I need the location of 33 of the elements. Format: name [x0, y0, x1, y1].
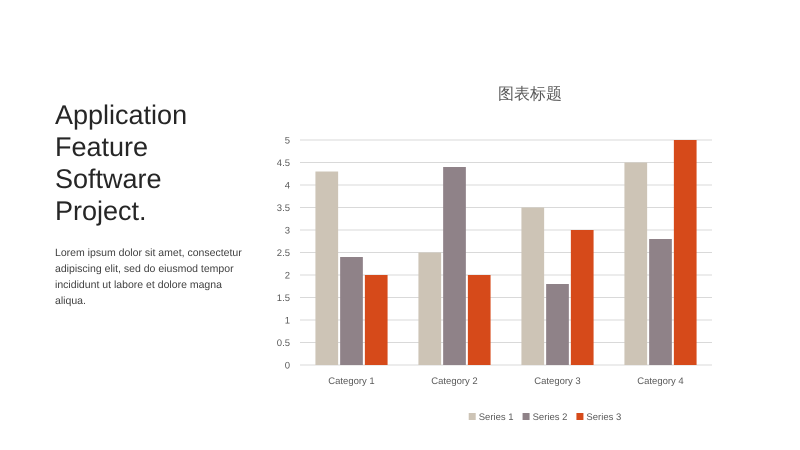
legend-label: Series 3 [586, 412, 622, 423]
y-tick-label: 0 [284, 360, 290, 372]
y-tick-label: 3.5 [276, 203, 290, 214]
y-tick-label: 3 [284, 226, 290, 236]
bar [364, 275, 388, 365]
bar [340, 257, 363, 365]
bar [649, 239, 672, 365]
legend-label: Series 1 [478, 412, 514, 423]
y-tick-label: 1 [284, 316, 290, 326]
x-tick-label: Category 1 [328, 376, 375, 387]
text: Lorem ipsum dolor sit amet, consectetur adipiscing elit, sed do eiusmod tempor incididunt ut labore et dolore magna aliqua. [55, 246, 243, 309]
bar [674, 140, 697, 365]
bar [443, 167, 466, 365]
x-tick-label: Category 4 [637, 376, 684, 387]
text: Application Feature Software Project. [55, 99, 188, 227]
y-tick-label: 2.5 [276, 248, 290, 259]
legend-label: Series 2 [532, 412, 568, 423]
y-tick-label: 2 [284, 270, 290, 282]
bar [468, 275, 491, 365]
y-tick-label: 5 [284, 136, 290, 146]
y-tick-label: 4.5 [276, 158, 290, 169]
x-tick-label: Category 2 [431, 376, 478, 387]
bar [570, 230, 594, 365]
bar [624, 162, 648, 365]
y-tick-label: 4 [284, 180, 290, 192]
bar [418, 252, 442, 365]
y-tick-label: 1.5 [276, 293, 290, 304]
bar [521, 208, 544, 365]
bar [546, 284, 569, 365]
y-tick-label: 0.5 [276, 338, 290, 349]
x-tick-label: Category 3 [534, 376, 581, 387]
bar [315, 172, 338, 365]
chart-title: 图表标题 [498, 84, 562, 103]
